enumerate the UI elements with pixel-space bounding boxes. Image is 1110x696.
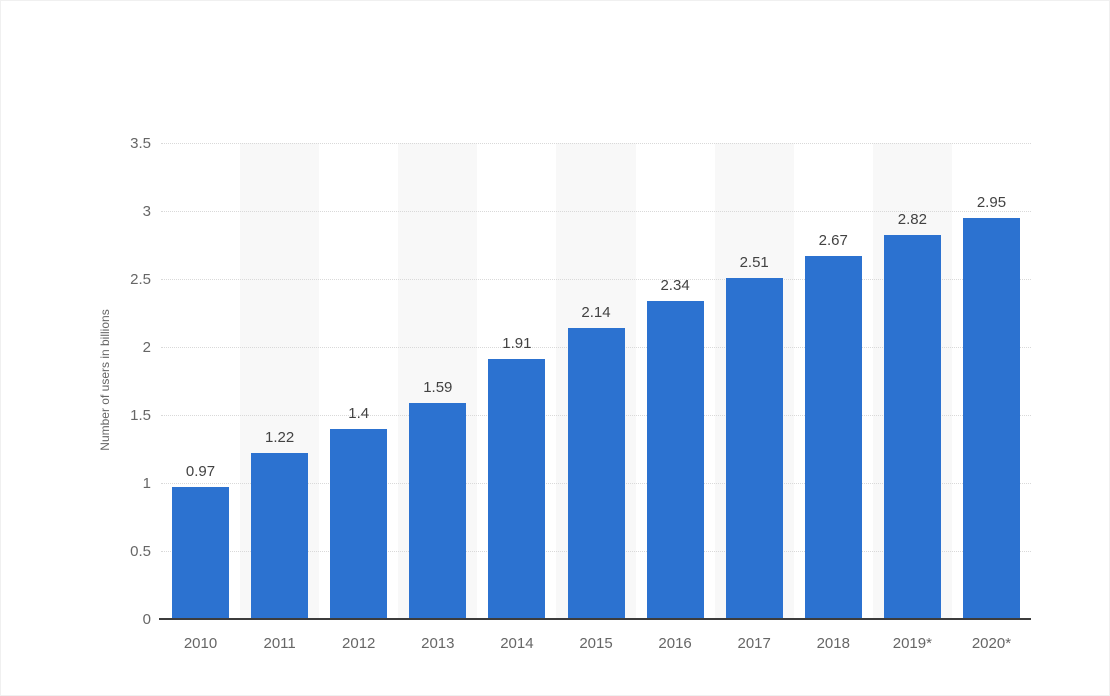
gridline-y-3	[161, 211, 1031, 212]
bar-value-label-2010: 0.97	[185, 463, 216, 481]
y-tick-label: 0.5	[130, 543, 151, 560]
bar-2012	[330, 428, 388, 619]
y-tick-label: 3.5	[130, 135, 151, 152]
x-tick-label-2017: 2017	[737, 635, 771, 652]
bar-value-label-2018: 2.67	[818, 231, 848, 249]
gridline-y-2.5	[161, 279, 1031, 280]
bar-2015	[567, 327, 625, 619]
x-axis-line	[159, 618, 1031, 620]
bar-value-label-2012: 1.4	[348, 404, 370, 422]
x-tick-label-2013: 2013	[421, 635, 455, 652]
x-tick-label-2012: 2012	[342, 635, 376, 652]
bar-value-label-2016: 2.34	[660, 276, 690, 294]
bar-value-label-2020*: 2.95	[976, 193, 1007, 211]
bar-value-label-2015: 2.14	[581, 303, 611, 321]
x-tick-label-2010: 2010	[183, 635, 218, 652]
x-tick-label-2015: 2015	[579, 635, 613, 652]
bar-2020*	[962, 217, 1020, 619]
bar-value-label-2014: 1.91	[502, 335, 532, 353]
bar-2016	[646, 300, 704, 619]
bar-value-label-2019*: 2.82	[897, 211, 927, 229]
x-tick-label-2014: 2014	[500, 635, 534, 652]
x-tick-label-2016: 2016	[658, 635, 692, 652]
y-tick-label: 2.5	[130, 271, 151, 288]
x-tick-label-2011: 2011	[263, 635, 296, 652]
bar-2019*	[883, 235, 941, 619]
y-axis-title: Number of users in billions	[98, 309, 112, 451]
x-tick-label-2018: 2018	[816, 635, 850, 652]
bar-2014	[488, 359, 546, 619]
bar-2017	[725, 277, 783, 619]
y-tick-label: 3	[142, 203, 151, 220]
y-tick-label: 0	[142, 611, 151, 628]
bar-value-label-2017: 2.51	[739, 253, 769, 271]
bar-2010	[172, 487, 230, 619]
x-tick-label-2020*: 2020*	[971, 635, 1012, 652]
gridline-y-3.5	[161, 143, 1031, 144]
y-tick-label: 1.5	[130, 407, 151, 424]
x-tick-label-2019*: 2019*	[892, 635, 932, 652]
bar-2011	[251, 453, 309, 619]
y-tick-label: 1	[142, 475, 151, 492]
bar-2018	[804, 255, 862, 619]
y-tick-label: 2	[142, 339, 151, 356]
bar-value-label-2013: 1.59	[423, 378, 453, 396]
bar-2013	[409, 402, 467, 619]
bar-value-label-2011: 1.22	[265, 429, 295, 447]
